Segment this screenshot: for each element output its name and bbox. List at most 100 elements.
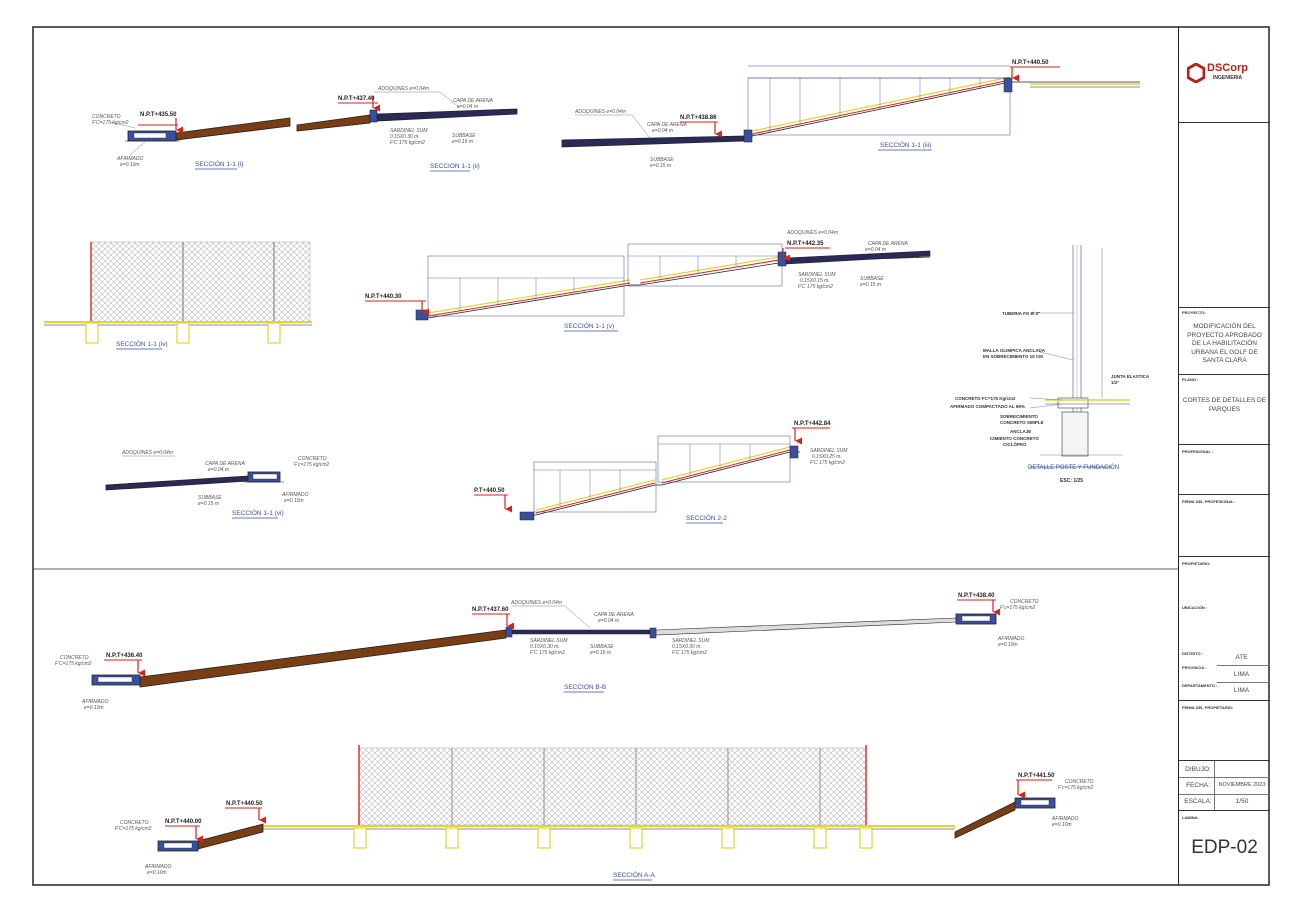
capa-label: CAPA DE ARENA [647,122,687,128]
subbase-e-label: e=0.15 m [650,163,671,169]
afirmado-label: AFIRMADO [116,156,144,162]
afirmado-left-label: AFIRMADO [81,699,109,705]
location-cell: DISTRITO : ATE PROVINCIA : LIMA DEPARTAM… [1179,649,1270,701]
section-title: SECCION B-B [564,684,606,691]
logo-hexagon-icon [1187,63,1205,83]
subbase-e-label: e=0.15 m [860,282,881,288]
concrete-right-label: CONCRETO [1065,779,1094,785]
npt-high-label: N.P.T+442.35 [787,241,824,247]
ubicacion-cell: UBICACIÓN : [1179,597,1270,649]
sardinel-label: SARDINEL SUM [530,638,568,644]
concrete-left-fc-label: F'C=175 kg/cm2 [115,826,152,832]
escala-heading: ESCALA: [1184,798,1212,805]
post-foundation-detail [1029,245,1130,468]
propietario-cell: PROPIETARIO: [1179,557,1270,597]
concrete-left-fc-label: F'C=175 kg/cm2 [55,661,92,667]
section-b-b [91,599,1001,693]
sardinel-label: SARDINEL SUM [810,448,848,454]
firma-propietario-heading: FIRMA DEL PROPIETARIO: [1182,705,1234,710]
afirmado-label: AFIRMADO COMPACTADO AL 95% [950,404,1025,409]
sardinel-fc-label: F'C 175 kg/cm2 [810,460,845,466]
afirmado-left-e-label: e=0.10m [84,705,104,711]
proyecto-cell: PROYECTO: MODIFICACIÓN DEL PROYECTO APRO… [1179,308,1270,375]
subbase-e-label: e=0.15 m [452,139,473,145]
blank-cell [1179,123,1270,308]
section-title: SECCION 1-1 (ii) [430,163,480,170]
provincia-value: LIMA [1233,671,1250,678]
junta-dim-label: 1/2" [1111,380,1119,385]
subbase-label: SUBBASE [590,644,614,650]
plano-cell: PLANO : CORTES DE DETALLES DE PARQUES [1179,375,1270,445]
section-title: SECCIÓN 2-2 [686,513,727,522]
afirmado-e-label: e=0.10m [284,498,304,504]
subbase-label: SUBBASE [650,157,674,163]
sardinel-dim-label: 0.15X0.30 m. [390,134,420,140]
sobrecimiento-label: SOBRECIMIENTO [1000,414,1038,419]
sheet-border [32,26,1270,886]
logo-cell: DSCorp INGENIERIA [1179,27,1270,123]
npt-2-label: N.P.T+440.50 [226,801,263,807]
concrete-right-fc-label: F'c=175 kg/cm2 [1058,785,1093,791]
subbase-label: SUBBASE [198,495,222,501]
afirmado-right-label: AFIRMADO [1051,816,1079,822]
proyecto-text: MODIFICACIÓN DEL PROYECTO APROBADO DE LA… [1187,323,1262,364]
capa-e-label: e=0.04 m [598,618,619,624]
sardinel-fc-label: F'C 175 kg/cm2 [390,140,425,146]
adoquines-label: ADOQUINES e=0.04m [574,109,626,115]
adoquines-label: ADOQUINES e=0.04m [510,600,562,606]
sardinel-2-dim-label: 0.15X0.30 m. [672,644,702,650]
section-title: SECCIÓN 1-1 (iv) [116,339,168,348]
adoquines-label: ADOQUINES e=0.04m [786,230,838,236]
section-1-1-iv [44,241,312,350]
tuberia-label: TUBERIA FG Ø 3" [1002,311,1040,316]
concrete-left-label: CONCRETO [120,820,149,826]
sardinel-fc-label: F'C 175 kg/cm2 [530,650,565,656]
section-title: SECCIÓN 1-1 (v) [564,321,614,330]
plano-text: CORTES DE DETALLES DE PARQUES [1182,397,1267,413]
detail-scale: ESC: 1/25 [1060,478,1083,484]
profesional-cell: PROFESIONAL : [1179,445,1270,495]
malla-label-2: EN SOBRECIMIENTO 10 CM [983,354,1043,359]
lamina-cell: LAMINA: EDP-02 [1179,811,1270,885]
fecha-heading: FECHA: [1186,782,1210,789]
fecha-value: NOVIEMBRE 2023 [1218,782,1266,788]
npt-left-label: N.P.T+436.40 [106,653,143,659]
firma-propietario-cell: FIRMA DEL PROPIETARIO: [1179,701,1270,761]
distrito-heading: DISTRITO : [1182,651,1204,656]
npt-1-label: N.P.T+440.00 [165,819,202,825]
sheet-number: EDP-02 [1191,837,1258,858]
firma-profesional-cell: FIRMA DEL PROFESIONAL: [1179,495,1270,557]
junta-label: JUNTA ELASTICA [1111,374,1150,379]
capa-label: CAPA DE ARENA [205,461,245,467]
npt-label: N.P.T+435.50 [140,112,177,118]
sardinel-2-label: SARDINEL SUM [672,638,710,644]
anclaje-label: ANCLAJE [1010,429,1031,434]
sardinel-label: SARDINEL SUM [390,128,428,134]
departamento-value: LIMA [1233,687,1250,694]
npt-label: N.P.T+437.40 [338,96,375,102]
concrete-fc-label: F'C=175 kg/cm2 [92,120,129,126]
cimiento-label: CIMIENTO CONCRETO [990,436,1039,441]
afirmado-right-e-label: e=0.10m [998,642,1018,648]
concrete-right-fc-label: F'c=175 kg/cm2 [1000,605,1035,611]
section-title: SECCIÓN A-A [613,870,656,879]
capa-e-label: e=0.04 m [208,467,229,473]
propietario-heading: PROPIETARIO: [1182,561,1211,566]
subbase-e-label: e=0.15 m [198,501,219,507]
provincia-heading: PROVINCIA : [1182,665,1207,670]
malla-label: MALLA OLIMPICA ANCLADA [983,348,1046,353]
npt-mid-label: N.P.T+437.60 [472,607,509,613]
ubicacion-heading: UBICACIÓN : [1182,605,1208,610]
profesional-heading: PROFESIONAL : [1182,449,1214,454]
lamina-heading: LAMINA: [1182,815,1199,820]
departamento-heading: DEPARTAMENTO : [1182,683,1218,688]
sardinel-dim-label: 0.15X0.30 m. [530,644,560,650]
dibujo-heading: DIBUJO: [1185,766,1211,773]
adoquines-label: ADOQUINES e=0.04m [121,450,173,456]
npt-low-label: N.P.T+438.86 [680,115,717,121]
section-1-1-i [109,117,291,170]
capa-label: CAPA DE ARENA [453,98,493,104]
concrete-left-label: CONCRETO [60,655,89,661]
section-1-1-ii [296,91,518,172]
